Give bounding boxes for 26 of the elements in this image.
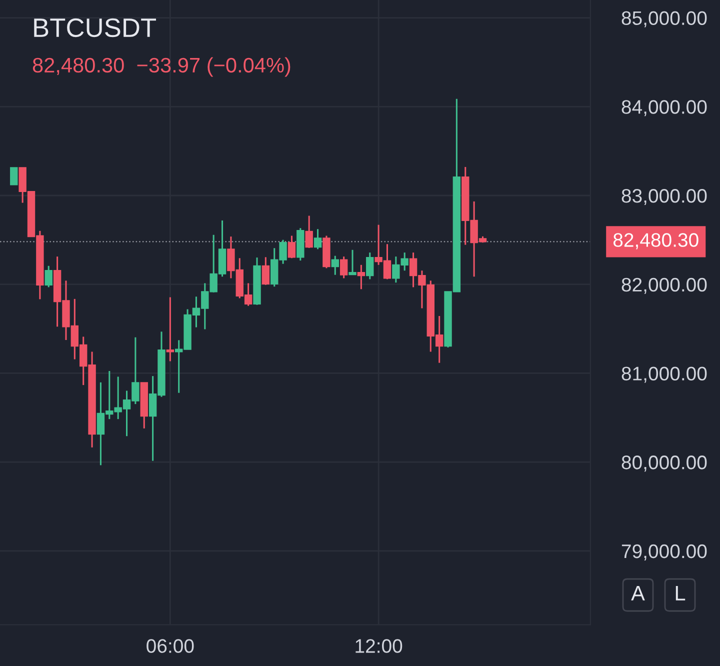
candlestick [305, 214, 313, 249]
y-tick-label: 83,000.00 [622, 188, 707, 206]
candlestick [10, 167, 18, 186]
text: BTCUSDT [34, 18, 156, 38]
ref-line-label: 82,480.30 [613, 233, 698, 250]
candlestick [166, 296, 174, 362]
candlestick [357, 264, 366, 290]
y-tick-label: 79,000.00 [622, 544, 707, 560]
y-tick-label: 82,000.00 [622, 278, 707, 294]
text: L [676, 586, 686, 600]
y-tick-label: 84,000.00 [622, 100, 707, 116]
x-tick-label: 12:00 [356, 639, 402, 653]
y-tick-label: 81,000.00 [622, 366, 707, 383]
candlestick [340, 256, 348, 279]
candlestick [366, 252, 374, 280]
text: A [631, 586, 645, 600]
candlestick [314, 228, 322, 250]
candlestick [288, 234, 296, 259]
candlestick [348, 249, 356, 276]
candlestick [262, 256, 270, 286]
y-tick-label: 85,000.00 [622, 11, 707, 28]
y-tick-label: 80,000.00 [622, 456, 707, 472]
candlestick [331, 255, 339, 276]
text: 82,480.30 −33.97 (−0.04%) [32, 57, 290, 77]
x-tick-label: 06:00 [146, 639, 194, 653]
candlestick [44, 265, 52, 288]
